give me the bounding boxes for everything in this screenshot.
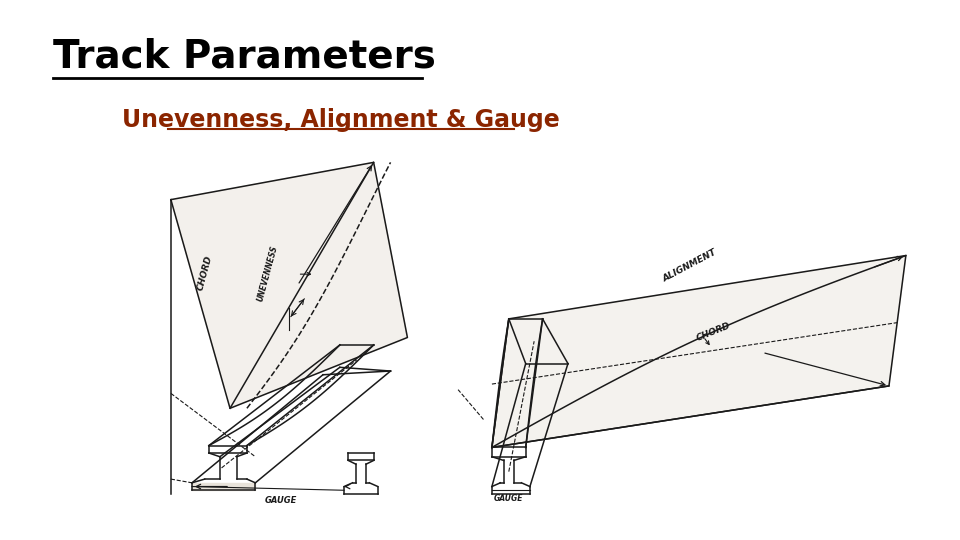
Polygon shape [192,483,255,490]
Text: Track Parameters: Track Parameters [53,38,436,76]
Polygon shape [171,163,407,408]
Text: ALIGNMENT: ALIGNMENT [660,248,718,284]
Polygon shape [492,255,906,448]
Text: Unevenness, Alignment & Gauge: Unevenness, Alignment & Gauge [122,108,560,132]
Text: GAUGE: GAUGE [494,495,523,503]
Text: GAUGE: GAUGE [265,496,297,505]
Text: CHORD: CHORD [695,321,732,343]
Text: UNEVENNESS: UNEVENNESS [255,244,279,302]
Text: CHORD: CHORD [196,254,214,291]
